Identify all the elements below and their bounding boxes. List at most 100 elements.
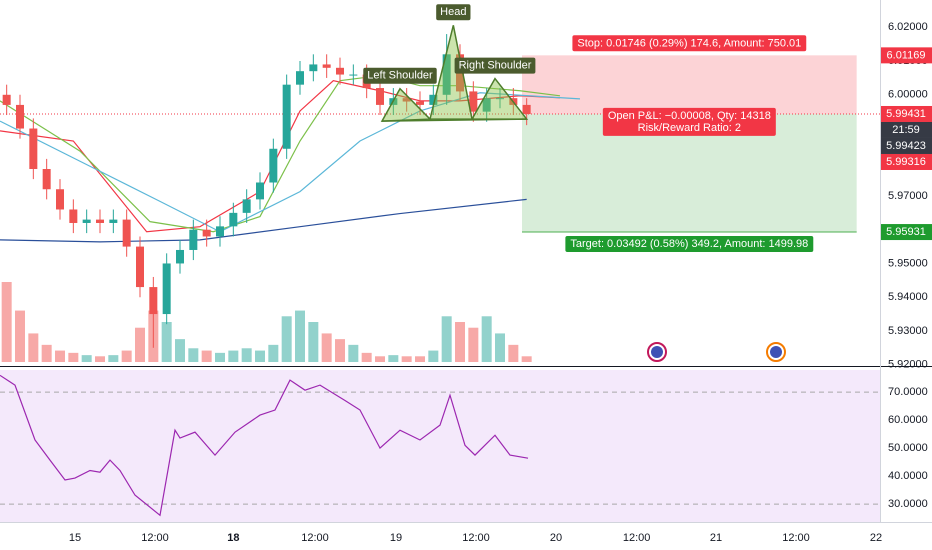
volume-bar [441, 316, 452, 362]
pnl-label: Open P&L: −0.00008, Qty: 14318 [608, 110, 771, 122]
candle-body [69, 209, 78, 223]
candle-body [496, 98, 504, 100]
rsi-tick-label: 50.0000 [888, 442, 928, 454]
x-tick-label: 12:00 [301, 532, 329, 544]
volume-bar [348, 344, 359, 362]
volume-bar [508, 344, 519, 362]
pnl-label-bg [602, 107, 776, 136]
x-tick-label: 20 [550, 532, 562, 544]
price-tag-label: 21:59 [892, 124, 920, 136]
volume-bar [428, 350, 439, 362]
volume-bar [161, 322, 172, 362]
target-label-bg [565, 235, 814, 252]
x-tick-label: 21 [710, 532, 722, 544]
x-tick-label: 12:00 [141, 532, 169, 544]
moving-average [0, 198, 527, 243]
candle-body [349, 74, 358, 76]
y-tick-label: 6.02000 [888, 21, 928, 33]
volume-bar [201, 350, 212, 362]
x-tick-label: 12:00 [462, 532, 490, 544]
plot-layer: 6.020006.010006.000005.990005.980005.970… [0, 4, 932, 544]
ratio-label: Risk/Reward Ratio: 2 [638, 122, 741, 134]
x-tick-label: 19 [390, 532, 402, 544]
candle-body [109, 219, 118, 223]
volume-bar [95, 356, 105, 362]
volume-bar [335, 339, 345, 362]
candle-body [309, 64, 318, 72]
volume-bar [401, 356, 412, 362]
rsi-background [0, 370, 880, 522]
candle-body [256, 182, 264, 200]
price-tag-label: 6.01169 [887, 49, 926, 61]
pattern-label-bg [454, 57, 536, 74]
candle-body [242, 199, 251, 213]
price-tag-label: 5.95931 [886, 226, 926, 238]
price-tag [881, 137, 932, 154]
volume-bar [55, 350, 65, 362]
volume-bar [268, 344, 279, 362]
volume-bar [241, 348, 252, 362]
volume-bar [388, 355, 399, 362]
rsi-tick-label: 70.0000 [888, 386, 928, 398]
price-tag [881, 47, 932, 64]
price-tag [881, 224, 932, 241]
stop-zone [522, 55, 857, 114]
pattern-label-bg [363, 67, 437, 84]
target-label: Target: 0.03492 (0.58%) 349.2, Amount: 1… [570, 238, 808, 250]
candle-body [416, 101, 424, 105]
volume-bar [468, 327, 479, 362]
event-icon[interactable] [766, 342, 786, 362]
moving-average [0, 74, 561, 233]
volume-bar [295, 310, 305, 362]
volume-bar [375, 356, 385, 362]
volume-bar [361, 352, 372, 362]
y-tick-label: 5.94000 [888, 291, 928, 303]
candle-body [16, 104, 24, 129]
volume-bar [68, 352, 79, 362]
candle-body [29, 128, 38, 170]
candle-body [2, 94, 11, 105]
volume-bar [228, 350, 239, 362]
volume-bar [41, 344, 52, 362]
volume-bar [255, 350, 265, 362]
candle-body [176, 249, 184, 264]
candle-body [96, 219, 104, 223]
volume-bar [481, 316, 492, 362]
volume-bar [281, 316, 292, 362]
y-tick-label: 6.00000 [888, 89, 928, 101]
candle-body [216, 226, 224, 237]
stop-label: Stop: 0.01746 (0.29%) 174.6, Amount: 750… [577, 37, 801, 49]
x-tick-label: 12:00 [623, 532, 651, 544]
volume-bar [121, 350, 132, 362]
pattern-label: Head [440, 6, 466, 18]
stop-label-bg [572, 35, 807, 52]
y-tick-label: 5.95000 [888, 257, 928, 269]
volume-bar [455, 322, 465, 362]
volume-bar [15, 310, 25, 362]
event-icon-dot [651, 346, 663, 358]
x-tick-label: 22 [870, 532, 882, 544]
candle-body [282, 84, 291, 149]
price-tag [881, 105, 932, 122]
y-tick-label: 5.92000 [888, 359, 928, 371]
volume-bar [321, 333, 332, 362]
candle-body [322, 64, 331, 68]
x-tick-label: 15 [69, 532, 81, 544]
candle-body [336, 67, 344, 75]
volume-bar [175, 339, 185, 362]
volume-bar [495, 333, 505, 362]
candle-body [469, 91, 478, 112]
candle-body [522, 104, 531, 115]
volume-bar [188, 348, 199, 362]
event-icon-dot [770, 346, 782, 358]
candle-body [442, 54, 451, 95]
candle-body [296, 71, 304, 85]
candle-body [82, 219, 91, 223]
event-icon[interactable] [647, 342, 667, 362]
candle-body [149, 287, 158, 315]
volume-bar [81, 355, 92, 362]
x-tick-label: 12:00 [782, 532, 810, 544]
candle-body [189, 229, 198, 250]
price-tag [881, 121, 932, 138]
